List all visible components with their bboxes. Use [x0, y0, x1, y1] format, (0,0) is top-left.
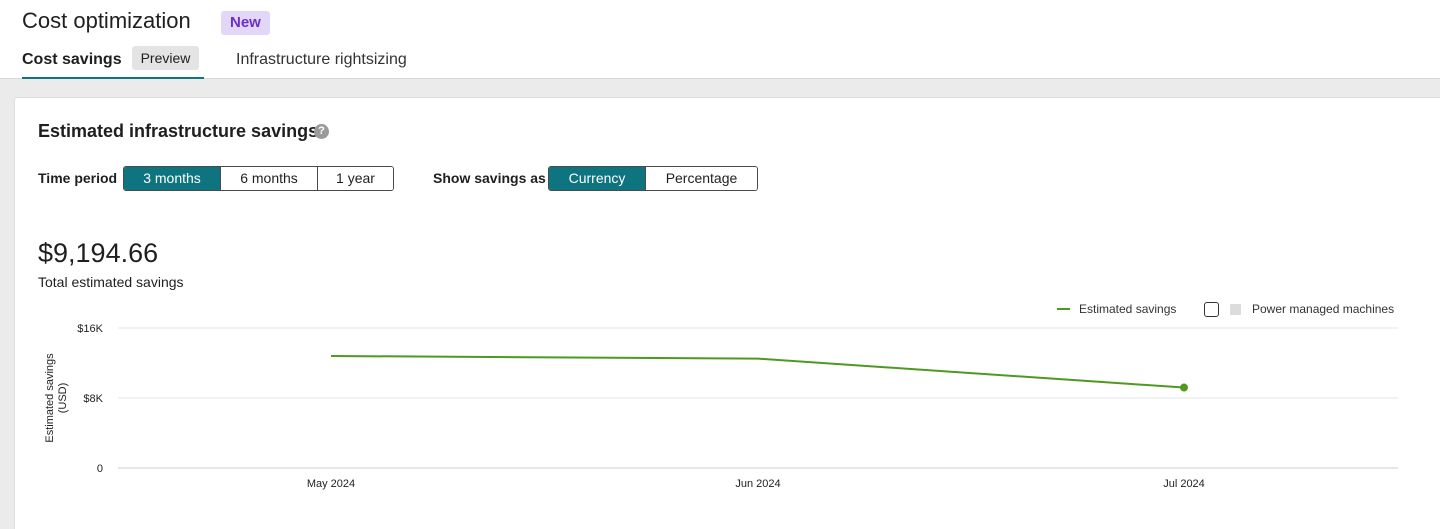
time-period-1-year[interactable]: 1 year	[318, 167, 393, 190]
top-header: Cost optimization New Cost savings Previe…	[0, 0, 1440, 79]
legend-estimated-savings: Estimated savings	[1079, 302, 1177, 316]
preview-badge: Preview	[131, 46, 200, 70]
y-tick-label-2: $16K	[77, 323, 103, 335]
legend-power-managed-swatch	[1230, 304, 1241, 315]
y-tick-label-0: 0	[97, 463, 103, 475]
legend-power-managed: Power managed machines	[1252, 302, 1395, 316]
tab-cost-savings-label: Cost savings	[22, 51, 122, 68]
legend-estimated-savings-swatch	[1057, 308, 1070, 310]
x-tick-label-1: Jun 2024	[735, 478, 780, 490]
series-point-2	[1180, 383, 1188, 392]
help-icon[interactable]: ?	[314, 124, 329, 139]
total-savings-value: $9,194.66	[38, 238, 159, 268]
x-tick-label-0: May 2024	[307, 478, 355, 490]
time-period-selector: 3 months 6 months 1 year	[123, 166, 394, 191]
x-tick-label-2: Jul 2024	[1163, 478, 1205, 490]
y-tick-label-1: $8K	[83, 393, 103, 405]
show-savings-label: Show savings as	[433, 170, 546, 186]
page-title: Cost optimization	[22, 8, 191, 33]
show-as-percentage[interactable]: Percentage	[646, 167, 757, 190]
tab-cost-savings[interactable]: Cost savings Preview	[22, 45, 204, 79]
power-managed-checkbox[interactable]	[1204, 302, 1219, 317]
new-badge: New	[221, 11, 270, 35]
section-title: Estimated infrastructure savings	[38, 121, 319, 141]
time-period-6-months[interactable]: 6 months	[221, 167, 318, 190]
time-period-label: Time period	[38, 170, 118, 186]
total-savings-label: Total estimated savings	[38, 274, 184, 290]
y-axis-title: Estimated savings(USD)	[44, 353, 69, 443]
tab-infrastructure-rightsizing[interactable]: Infrastructure rightsizing	[236, 51, 407, 68]
time-period-3-months[interactable]: 3 months	[124, 167, 221, 190]
show-as-currency[interactable]: Currency	[549, 167, 646, 190]
series-line-estimated-savings	[330, 355, 1185, 389]
show-savings-selector: Currency Percentage	[548, 166, 758, 191]
